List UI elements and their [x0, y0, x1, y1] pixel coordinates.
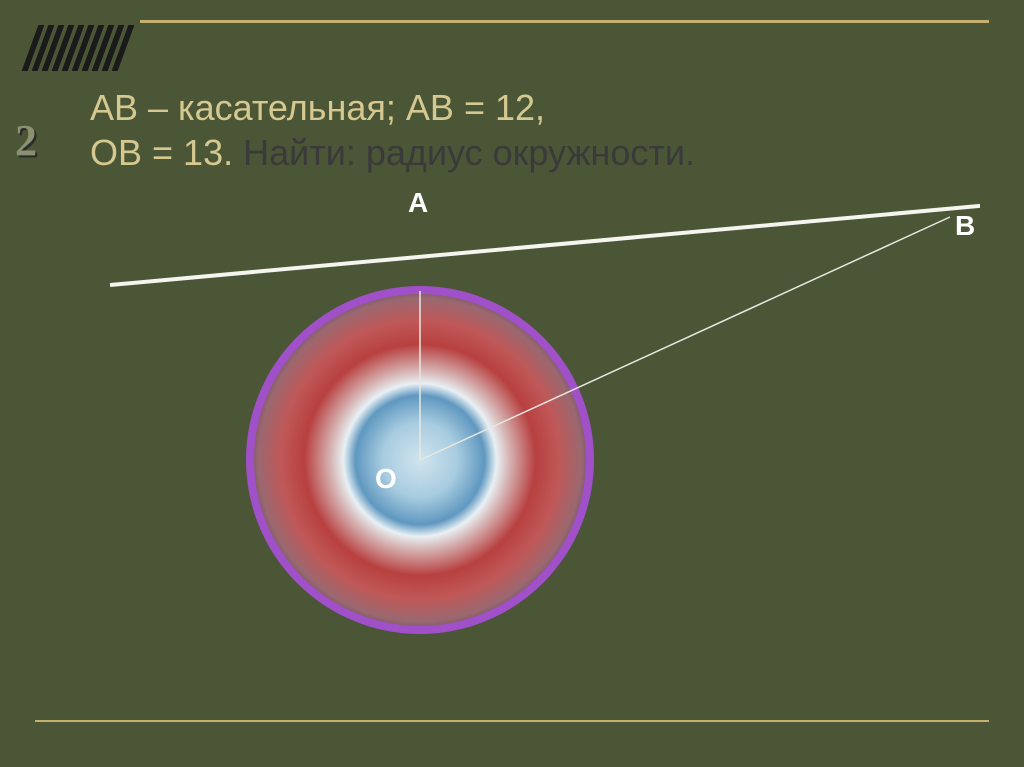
label-O: О [375, 463, 397, 495]
stripe-pattern [30, 25, 126, 71]
slide-number: 2 [15, 115, 37, 166]
bottom-accent-line [35, 720, 989, 722]
geometry-diagram: А В О [80, 195, 980, 695]
label-B: В [955, 210, 975, 242]
top-accent-line [140, 20, 989, 23]
problem-heading: АВ – касательная; АВ = 12, ОВ = 13. Найт… [90, 85, 994, 175]
top-decoration [0, 20, 1024, 65]
diagram-svg [80, 195, 980, 695]
heading-line2-given: ОВ = 13. [90, 132, 233, 173]
label-A: А [408, 187, 428, 219]
heading-line1: АВ – касательная; АВ = 12, [90, 87, 545, 128]
tangent-line [110, 205, 980, 285]
heading-line2-find: Найти: радиус окружности. [233, 132, 695, 173]
